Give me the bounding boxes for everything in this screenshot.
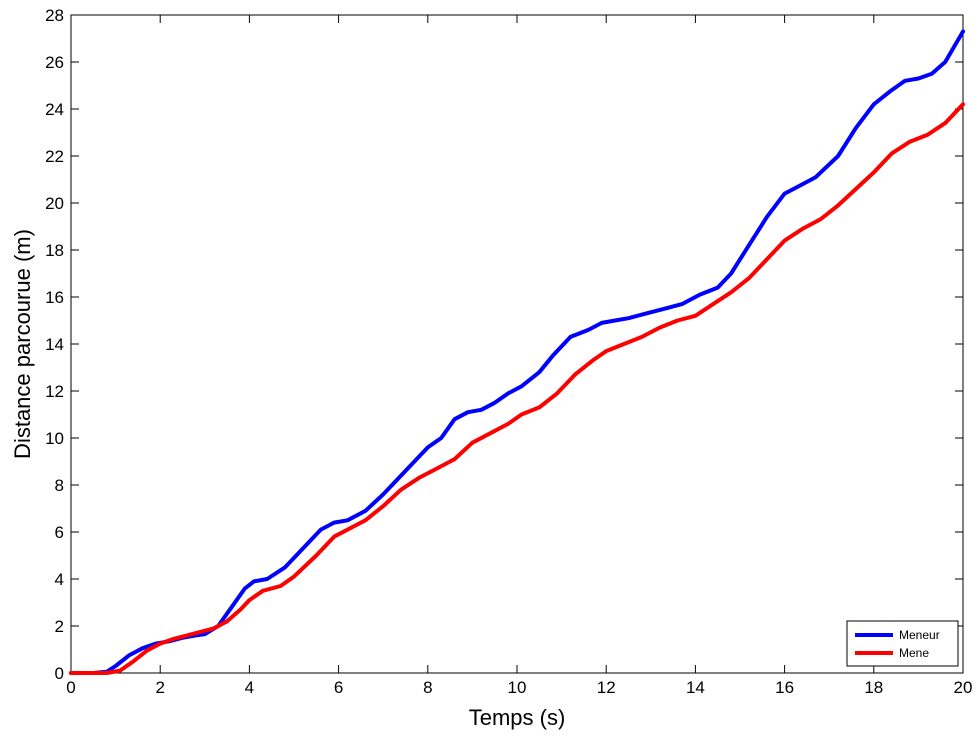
- x-tick-label: 4: [245, 678, 254, 697]
- x-tick-label: 16: [775, 678, 794, 697]
- y-tick-label: 0: [55, 664, 64, 683]
- legend-label-mene: Mene: [899, 646, 929, 660]
- x-tick-label: 12: [597, 678, 616, 697]
- y-tick-label: 16: [45, 288, 64, 307]
- x-tick-label: 14: [686, 678, 705, 697]
- y-axis-label: Distance parcourue (m): [10, 229, 35, 459]
- x-tick-label: 0: [66, 678, 75, 697]
- x-axis-ticks: 0 2 4 6 8 10 12 14 16 18 20: [66, 15, 972, 697]
- y-tick-label: 20: [45, 194, 64, 213]
- y-tick-label: 8: [55, 476, 64, 495]
- x-tick-label: 2: [155, 678, 164, 697]
- x-axis-label: Temps (s): [469, 705, 566, 730]
- y-tick-label: 6: [55, 523, 64, 542]
- series-line-mene: [69, 102, 965, 675]
- y-tick-label: 18: [45, 241, 64, 260]
- y-tick-label: 10: [45, 429, 64, 448]
- series-layer: [69, 29, 965, 675]
- plot-frame: [70, 14, 964, 674]
- y-tick-label: 12: [45, 382, 64, 401]
- y-tick-label: 28: [45, 6, 64, 25]
- y-tick-label: 4: [55, 570, 64, 589]
- y-tick-label: 22: [45, 147, 64, 166]
- y-tick-label: 24: [45, 100, 64, 119]
- x-tick-label: 18: [864, 678, 883, 697]
- plot-area: 0 2 4 6 8 10 12 14 16 18 20 0246810121416182022242…: [45, 6, 972, 697]
- y-tick-label: 14: [45, 335, 64, 354]
- legend: Meneur Mene: [846, 620, 959, 667]
- x-tick-label: 8: [423, 678, 432, 697]
- legend-label-meneur: Meneur: [899, 628, 940, 642]
- series-line-meneur: [69, 29, 965, 675]
- legend-box: [846, 620, 959, 667]
- x-tick-label: 10: [508, 678, 527, 697]
- y-tick-label: 26: [45, 53, 64, 72]
- x-tick-label: 20: [954, 678, 973, 697]
- x-tick-label: 6: [334, 678, 343, 697]
- y-tick-label: 2: [55, 617, 64, 636]
